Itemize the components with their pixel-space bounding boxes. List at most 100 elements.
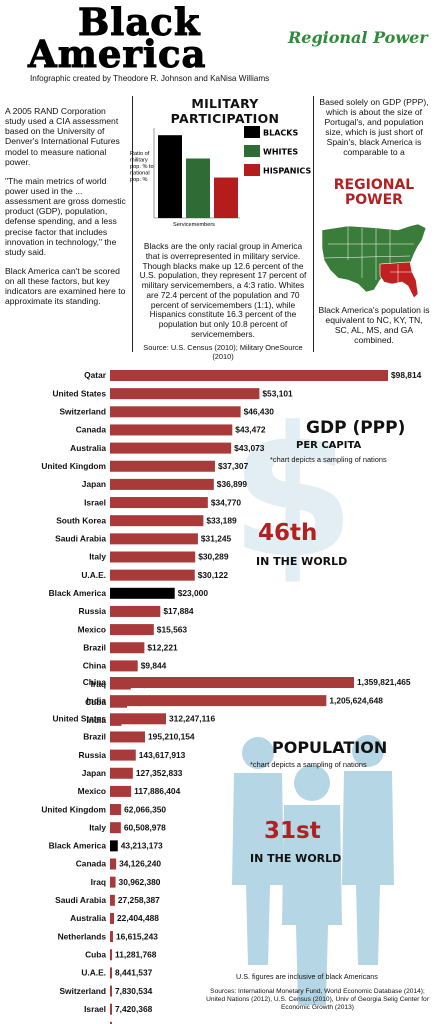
gdp-category-label: India	[86, 715, 106, 725]
regional-line-1: REGIONAL	[333, 177, 415, 193]
gdp-subtitle: PER CAPITA	[296, 440, 362, 451]
svg-text:$: $	[230, 389, 355, 598]
gdp-category-label: Black America	[49, 588, 107, 598]
legend-swatch-blacks	[244, 126, 260, 138]
population-bar	[110, 931, 113, 943]
population-bar	[110, 1003, 112, 1015]
gdp-bar	[110, 605, 161, 617]
population-bar	[110, 822, 121, 834]
population-title: POPULATION	[272, 738, 388, 757]
population-bar	[110, 876, 116, 888]
population-value-label: 312,247,116	[169, 714, 215, 724]
population-value-label: 7,830,534	[115, 986, 153, 996]
people-watermark	[232, 735, 394, 1005]
military-chart: Ratio of military pop. % to national pop. % B…	[130, 126, 311, 228]
population-value-label: 43,213,173	[121, 841, 163, 851]
population-bar	[110, 804, 122, 816]
gdp-rank-sub: IN THE WORLD	[256, 555, 348, 568]
population-value-label: 27,258,387	[118, 895, 160, 905]
population-bar	[110, 912, 115, 924]
population-value-label: 127,352,833	[136, 768, 183, 778]
military-title: MILITARY PARTICIPATION	[170, 96, 280, 126]
military-body: Blacks are the only racial group in Amer…	[139, 241, 307, 339]
legend-label-blacks: BLACKS	[263, 129, 298, 138]
population-category-label: China	[83, 677, 107, 687]
gdp-value-label: $36,899	[217, 479, 248, 489]
left-paragraph-1: A 2005 RAND Corporation study used a CIA…	[5, 106, 120, 167]
population-chart: China 1,359,821,465 India 1,205,624,648 Unit…	[41, 677, 411, 1024]
gdp-value-label: $33,189	[206, 515, 237, 525]
population-value-label: 34,126,240	[119, 859, 161, 869]
legend-swatch-whites	[244, 145, 260, 157]
gdp-category-label: South Korea	[56, 515, 106, 525]
gdp-value-label: $17,884	[163, 606, 194, 616]
gdp-value-label: $37,307	[218, 461, 249, 471]
population-value-label: 195,210,154	[148, 732, 195, 742]
gdp-category-label: Israel	[84, 497, 106, 507]
gdp-value-label: $43,472	[235, 425, 266, 435]
dollar-watermark: $	[230, 389, 355, 598]
sources: Sources: International Monetary Fund, Wo…	[206, 988, 429, 1011]
gdp-value-label: $30,289	[198, 552, 229, 562]
gdp-category-label: Qatar	[84, 370, 107, 380]
gdp-bar	[110, 551, 196, 563]
gdp-category-label: U.A.E.	[81, 570, 106, 580]
gdp-category-label: Saudi Arabia	[55, 534, 106, 544]
gdp-bar	[110, 370, 388, 381]
gdp-bar	[110, 478, 214, 490]
gdp-value-label: $31,245	[201, 534, 232, 544]
divider-right	[313, 96, 314, 352]
gdp-value-label: $98,814	[391, 370, 422, 380]
right-column-bottom: Black America's population is equivalent…	[318, 305, 430, 345]
gdp-note: *chart depicts a sampling of nations	[270, 455, 387, 464]
population-bar	[110, 840, 118, 852]
gdp-bar	[110, 642, 145, 654]
gdp-category-label: Russia	[79, 606, 107, 616]
gdp-value-label: $34,770	[211, 497, 242, 507]
population-note: *chart depicts a sampling of nations	[250, 760, 367, 769]
population-bar	[110, 731, 146, 743]
gdp-category-label: Brazil	[83, 642, 106, 652]
population-category-label: Netherlands	[58, 931, 107, 941]
gdp-bar	[110, 660, 138, 672]
us-map-state-lines	[323, 226, 414, 284]
legend-label-hispanics: HISPANICS	[263, 167, 311, 176]
gdp-category-label: Australia	[70, 443, 106, 453]
population-rank: 31st	[264, 818, 321, 844]
title-black: Black	[77, 0, 201, 44]
gdp-category-label: Mexico	[78, 624, 106, 634]
population-category-label: Russia	[79, 750, 107, 760]
population-value-label: 1,749,713	[115, 1022, 153, 1024]
left-column: A 2005 RAND Corporation study used a CIA…	[5, 106, 128, 316]
population-category-label: India	[86, 695, 106, 705]
population-rank-sub: IN THE WORLD	[250, 852, 342, 865]
gdp-category-label: United States	[52, 388, 106, 398]
gdp-category-label: Cuba	[85, 697, 106, 707]
population-bar	[110, 949, 113, 961]
population-category-label: Qatar	[84, 1022, 107, 1024]
population-category-label: Japan	[82, 768, 106, 778]
gdp-bar	[110, 569, 195, 581]
military-bar-hispanics	[214, 177, 238, 218]
legend-label-whites: WHITES	[263, 148, 298, 157]
us-note: U.S. figures are inclusive of black Amer…	[236, 972, 378, 981]
population-value-label: 11,281,768	[115, 949, 157, 959]
right-column-top: Based solely on GDP (PPP), which is abou…	[319, 97, 429, 157]
population-value-label: 1,359,821,465	[357, 677, 411, 687]
population-bar	[110, 967, 112, 979]
population-value-label: 60,508,978	[124, 822, 166, 832]
population-category-label: Mexico	[78, 786, 106, 796]
gdp-bar	[110, 587, 175, 599]
military-ylabel: Ratio of military pop. % to national pop. %	[130, 151, 154, 183]
gdp-bar	[110, 624, 154, 636]
military-bar-whites	[186, 158, 210, 218]
population-bar	[110, 677, 354, 688]
population-category-label: Switzerland	[59, 986, 106, 996]
population-category-label: United States	[52, 714, 106, 724]
population-category-label: Black America	[49, 841, 107, 851]
population-category-label: Israel	[84, 1004, 106, 1014]
gdp-bar	[110, 424, 233, 436]
left-paragraph-3: Black America can't be scored on all the…	[5, 265, 126, 307]
military-xlabel: Servicemembers	[173, 222, 215, 228]
population-value-label: 22,404,488	[117, 913, 159, 923]
